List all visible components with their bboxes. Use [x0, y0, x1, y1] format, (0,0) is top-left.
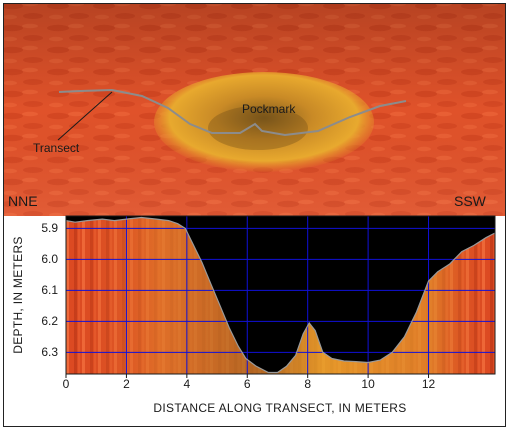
x-axis-title: DISTANCE ALONG TRANSECT, IN METERS: [153, 401, 407, 415]
y-tick-label: 6.0: [41, 252, 58, 267]
grid-vertical: [66, 216, 430, 374]
grid-horizontal: [66, 227, 495, 353]
transect-leader-line: [57, 91, 113, 141]
x-tick-label: 10: [361, 377, 375, 391]
plot-border: [65, 215, 496, 375]
profile-chart: [65, 215, 496, 378]
y-tick-label: 6.3: [41, 345, 58, 360]
y-tick-label: 6.1: [41, 283, 58, 298]
profile-line: [66, 216, 495, 374]
y-tick-label: 5.9: [41, 221, 58, 236]
x-tick-label: 12: [421, 377, 436, 391]
y-tick-label: 6.2: [41, 314, 58, 329]
x-tick-marks: [65, 374, 430, 378]
pockmark-annotation: Pockmark: [242, 102, 296, 116]
direction-label-ssw: SSW: [454, 193, 486, 209]
direction-label-nne: NNE: [8, 193, 38, 209]
transect-annotation: Transect: [33, 141, 80, 155]
y-axis-title: DEPTH, IN METERS: [11, 236, 25, 354]
x-tick-label: 0: [62, 377, 70, 391]
x-tick-label: 4: [183, 377, 191, 391]
pockmark-depression: [154, 72, 374, 172]
transect-line: [58, 88, 407, 137]
x-tick-label: 6: [243, 377, 251, 391]
x-tick-label: 2: [123, 377, 130, 391]
x-tick-label: 8: [304, 377, 312, 391]
scene-panel: [4, 4, 505, 216]
